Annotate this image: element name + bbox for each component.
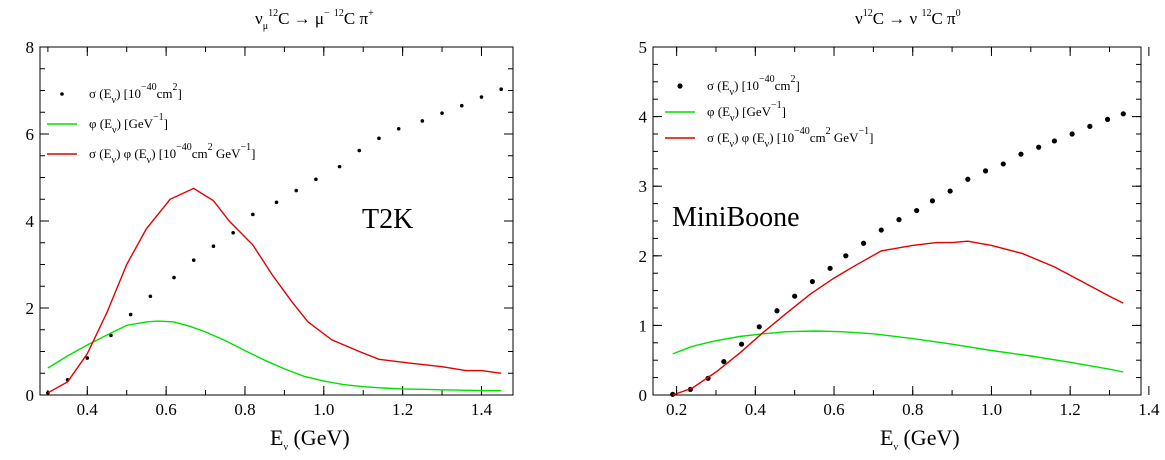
sigma-data-point [1104, 116, 1111, 122]
prod-series-line [47, 187, 502, 394]
x-tick-label: 1.0 [981, 400, 1002, 419]
x-tick-label: 1.0 [313, 400, 334, 419]
sigma-data-point [128, 312, 133, 317]
y-tick-label: 6 [26, 125, 35, 144]
legend-entry-sigma: σ (Eν) [10−40cm2] [707, 74, 800, 98]
legend-entry-prod: σ (Eν) φ (Eν) [10−40cm2 GeV−1] [89, 142, 255, 166]
sigma-data-point [377, 136, 381, 141]
x-tick-label: 0.2 [666, 400, 687, 419]
chart-2: 0.2 0.4 0.6 0.8 1.0 1.2 1.4 0 1 2 3 4 5 ν12C → ν 12C … [639, 8, 1160, 453]
sigma-data-point [479, 95, 484, 99]
y-tick-label: 0 [26, 386, 35, 405]
sigma-data-point [860, 240, 867, 246]
sigma-data-point [459, 103, 464, 108]
x-tick-label: 0.8 [902, 400, 923, 419]
phi-series-line [672, 330, 1124, 373]
sigma-data-point [982, 168, 989, 174]
x-tick-label: 0.6 [823, 400, 844, 419]
y-tick-label: 5 [639, 38, 648, 57]
y-tick-label: 1 [639, 316, 648, 335]
sigma-data-point [1051, 138, 1058, 144]
sigma-data-point [1000, 161, 1006, 167]
legend-entry-sigma: σ (Eν) [10−40cm2] [89, 82, 182, 106]
sigma-data-point [878, 227, 884, 233]
chart-1: 0.4 0.6 0.8 1.0 1.2 1.4 0 2 4 6 8 νμ12C → μ− 12C π+… [26, 8, 514, 453]
sigma-data-point [191, 258, 196, 262]
sigma-data-point [172, 275, 176, 280]
x-tick-label: 1.4 [1138, 400, 1160, 419]
sigma-data-point [440, 111, 444, 115]
legend-marker-dot [60, 92, 64, 96]
experiment-label: MiniBoone [672, 202, 800, 233]
y-tick-label: 3 [639, 177, 648, 196]
y-tick-label: 0 [639, 386, 648, 405]
sigma-data-point [211, 244, 216, 249]
sigma-data-point [1069, 131, 1075, 137]
sigma-data-point [792, 293, 798, 299]
phi-series-line [47, 320, 502, 392]
legend-entry-phi: φ (Eν) [GeV−1] [707, 100, 786, 124]
experiment-label: T2K [362, 204, 413, 235]
sigma-data-point [274, 200, 279, 205]
sigma-data-point [85, 356, 90, 360]
sigma-data-point [843, 253, 849, 259]
sigma-data-point [314, 177, 318, 182]
sigma-data-point [148, 294, 153, 299]
y-tick-label: 2 [639, 247, 648, 266]
sigma-data-point [1120, 111, 1126, 117]
sigma-data-point [1036, 144, 1042, 150]
sigma-data-point [251, 212, 255, 217]
sigma-data-point [827, 265, 833, 271]
sigma-data-point [914, 207, 920, 214]
sigma-data-point [109, 333, 113, 338]
sigma-data-point [896, 217, 902, 223]
chart-title: νμ12C → μ− 12C π+ [255, 8, 374, 32]
sigma-data-point [721, 358, 727, 365]
x-tick-label: 1.4 [471, 400, 493, 419]
y-tick-label: 4 [26, 212, 35, 231]
sigma-data-point [809, 278, 815, 285]
sigma-data-point [1087, 123, 1093, 129]
sigma-data-point [756, 324, 762, 330]
prod-series-line [672, 240, 1124, 396]
sigma-data-point [294, 188, 299, 193]
sigma-data-point [231, 230, 235, 235]
sigma-data-point [774, 308, 780, 314]
sigma-data-point [929, 198, 936, 204]
y-tick-label: 8 [26, 38, 35, 57]
sigma-data-point [337, 164, 342, 169]
sigma-data-point [357, 148, 362, 153]
x-tick-label: 0.4 [77, 400, 99, 419]
x-tick-label: 1.2 [1060, 400, 1081, 419]
sigma-data-point [420, 119, 425, 123]
legend-entry-prod: σ (Eν) φ (Eν) [10−40cm2 GeV−1] [707, 126, 873, 150]
chart-title: ν12C → ν 12C π0 [855, 8, 961, 28]
sigma-data-point [947, 188, 953, 194]
sigma-data-point [965, 176, 971, 182]
sigma-data-point [738, 341, 745, 347]
sigma-data-point [396, 126, 401, 131]
x-axis-label: Eν (GeV) [270, 425, 350, 453]
x-tick-label: 0.8 [234, 400, 255, 419]
x-tick-label: 0.6 [156, 400, 177, 419]
x-axis-label: Eν (GeV) [880, 425, 960, 453]
legend-entry-phi: φ (Eν) [GeV−1] [89, 112, 168, 136]
y-tick-label: 2 [26, 299, 35, 318]
sigma-data-point [499, 87, 503, 91]
y-tick-label: 4 [639, 108, 648, 127]
legend-marker-dot [677, 83, 683, 89]
x-tick-label: 0.4 [745, 400, 767, 419]
sigma-data-point [1018, 151, 1024, 157]
x-tick-label: 1.2 [392, 400, 413, 419]
